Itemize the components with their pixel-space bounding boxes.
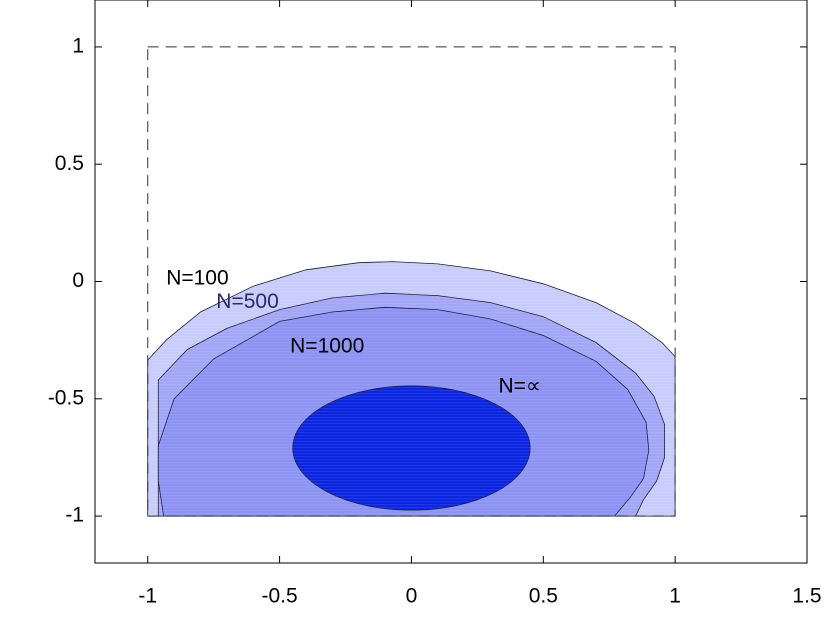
dashed-reference-box: [147, 46, 676, 517]
region-layer: [147, 261, 676, 517]
y-tick-label: -1: [65, 504, 84, 527]
label-n-100: N=100: [166, 267, 228, 290]
x-tick-label: -0.5: [261, 585, 297, 608]
x-tick-labels: -1 -0.5 0 0.5 1 1.5: [138, 585, 821, 608]
y-tick-label: 0: [72, 269, 84, 292]
x-tick-label: 1.5: [792, 585, 821, 608]
y-tick-label: 1: [72, 34, 84, 57]
label-n-inf: N=∝: [498, 375, 540, 398]
y-tick-labels: 1 0.5 0 -0.5 -1: [48, 34, 84, 526]
x-tick-label: 1: [669, 585, 681, 608]
tick-marks: [95, 0, 808, 563]
y-tick-label: -0.5: [48, 386, 84, 409]
label-n-1000: N=1000: [290, 335, 364, 358]
region-n-inf: [292, 385, 531, 511]
x-tick-label: -1: [138, 585, 157, 608]
y-tick-label: 0.5: [55, 152, 84, 175]
x-tick-label: 0.5: [529, 585, 558, 608]
x-tick-label: 0: [406, 585, 418, 608]
label-n-500: N=500: [216, 290, 278, 313]
